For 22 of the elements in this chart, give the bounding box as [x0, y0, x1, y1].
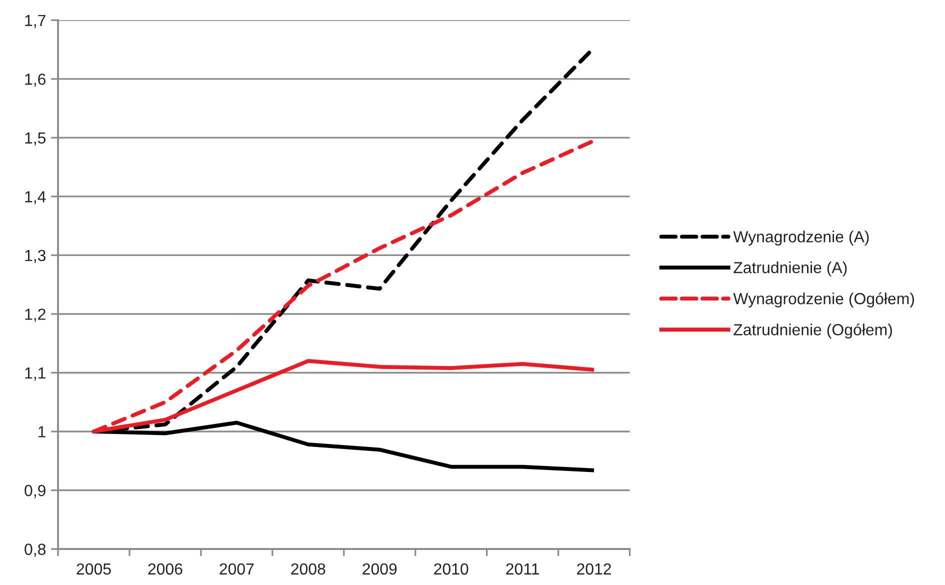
x-tick-label: 2007	[220, 563, 254, 575]
x-tick-label: 2011	[506, 563, 539, 575]
x-tick-label: 2005	[76, 563, 111, 575]
legend-label: Zatrudnienie (A)	[734, 262, 847, 276]
y-tick-label: 1,3	[25, 250, 46, 264]
y-tick-label: 1,2	[25, 308, 46, 322]
y-tick-label: 0,9	[24, 484, 46, 498]
x-tick-label: 2006	[148, 563, 182, 575]
y-tick-label: 1,7	[25, 14, 46, 28]
y-tick-label: 1,5	[25, 132, 46, 146]
y-tick-label: 0,8	[24, 544, 46, 557]
y-tick-label: 1,6	[25, 74, 46, 87]
y-tick-label: 1,1	[25, 368, 46, 381]
x-tick-label: 2009	[362, 563, 397, 575]
x-tick-label: 2008	[291, 563, 326, 575]
legend-label: Wynagrodzenie (Ogółem)	[733, 292, 914, 308]
y-tick-label: 1,4	[25, 191, 46, 204]
legend-label: Zatrudnienie (Ogółem)	[734, 323, 892, 339]
y-tick-label: 1	[38, 426, 46, 438]
x-tick-label: 2012	[577, 563, 611, 575]
legend-label: Wynagrodzenie (A)	[733, 230, 869, 246]
x-tick-label: 2010	[434, 563, 468, 575]
